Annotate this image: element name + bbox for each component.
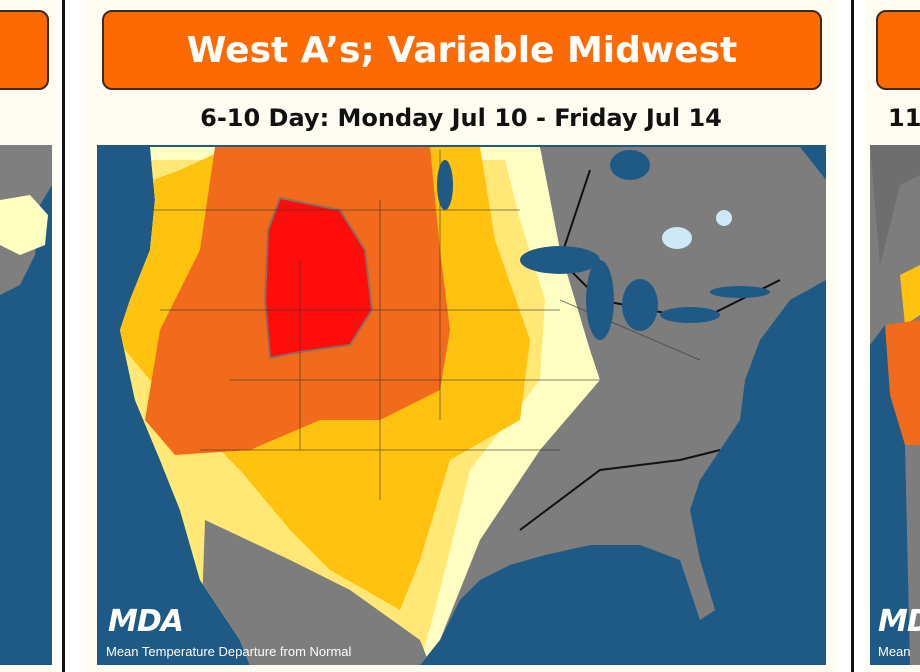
logo: MDA bbox=[108, 604, 184, 639]
center-panel: West A’s; Variable Midwest 6-10 Day: Mon… bbox=[86, 0, 836, 672]
subtitle: 6-10 Day: Monday Jul 10 - Friday Jul 14 bbox=[200, 104, 722, 132]
divider bbox=[62, 0, 65, 672]
divider bbox=[851, 0, 854, 672]
right-logo: MDA bbox=[878, 604, 920, 639]
headline: West A’s; Variable Midwest bbox=[102, 10, 822, 90]
left-map bbox=[0, 145, 52, 665]
lakes bbox=[437, 150, 770, 340]
right-banner bbox=[876, 10, 920, 90]
left-panel bbox=[0, 0, 58, 672]
right-caption: Mean bbox=[878, 644, 911, 659]
right-panel: 11 MDA Mean bbox=[866, 0, 920, 672]
right-map bbox=[870, 145, 920, 665]
caption: Mean Temperature Departure from Normal bbox=[106, 644, 352, 659]
left-banner bbox=[0, 10, 49, 90]
map bbox=[97, 145, 826, 665]
right-subtitle: 11 bbox=[888, 104, 920, 132]
